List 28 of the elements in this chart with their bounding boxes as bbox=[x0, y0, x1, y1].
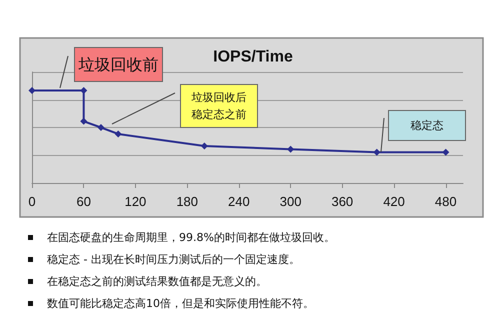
point bbox=[97, 124, 104, 131]
point bbox=[287, 146, 294, 153]
x-tick-label: 240 bbox=[228, 194, 250, 209]
point bbox=[80, 87, 88, 94]
callout: 垃圾回收后稳定态之前 bbox=[112, 84, 258, 128]
point bbox=[442, 148, 450, 156]
point bbox=[373, 148, 380, 156]
text: 在稳定态之前的测试结果数值都是无意义的。 bbox=[47, 274, 267, 288]
point bbox=[80, 118, 88, 125]
point bbox=[28, 87, 36, 94]
text: 在固态硬盘的生命周期里，99.8%的时间都在做垃圾回收。 bbox=[47, 230, 335, 244]
x-tick-label: 60 bbox=[76, 194, 91, 209]
x-tick-label: 420 bbox=[383, 194, 405, 209]
point bbox=[200, 142, 208, 150]
callout: 垃圾回收前 bbox=[60, 47, 163, 88]
callout: 稳定态 bbox=[381, 110, 466, 152]
annotation: 稳定态 bbox=[410, 118, 444, 134]
annotation: 垃圾回收后稳定态之前 bbox=[190, 90, 248, 123]
chart-title: IOPS/Time bbox=[213, 48, 293, 66]
x-tick-label: 120 bbox=[124, 194, 146, 209]
text: 数值可能比稳定态高10倍，但是和实际使用性能不符。 bbox=[47, 296, 314, 310]
text: 稳定态 - 出现在长时间压力测试后的一个固定速度。 bbox=[47, 252, 300, 266]
x-tick-label: 0 bbox=[28, 194, 36, 209]
point bbox=[114, 130, 122, 138]
x-tick-label: 180 bbox=[176, 194, 198, 209]
x-tick-label: 300 bbox=[280, 194, 302, 209]
x-tick-label: 480 bbox=[434, 194, 457, 209]
x-tick-label: 360 bbox=[331, 194, 354, 209]
